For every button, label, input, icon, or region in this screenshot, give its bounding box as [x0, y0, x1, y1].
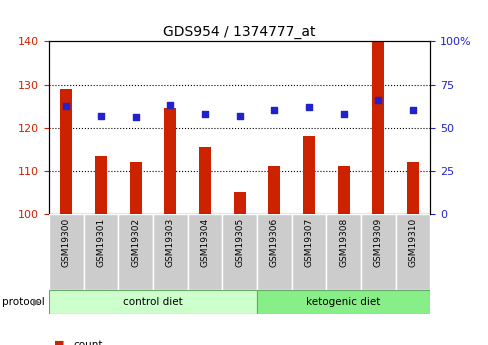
Bar: [406, 162, 418, 214]
Point: [270, 108, 278, 113]
Bar: [268, 166, 280, 214]
Text: GSM19301: GSM19301: [96, 218, 105, 267]
Bar: [164, 108, 176, 214]
Bar: [187, 214, 222, 290]
Bar: [233, 192, 245, 214]
Point: [201, 111, 208, 117]
Point: [408, 108, 416, 113]
Text: protocol: protocol: [2, 297, 45, 307]
Text: GSM19300: GSM19300: [61, 218, 71, 267]
Point: [305, 104, 312, 110]
Bar: [325, 214, 360, 290]
Text: ketogenic diet: ketogenic diet: [306, 297, 380, 307]
Point: [235, 114, 243, 119]
Bar: [291, 214, 325, 290]
Point: [339, 111, 347, 117]
Title: GDS954 / 1374777_at: GDS954 / 1374777_at: [163, 25, 315, 39]
Text: GSM19305: GSM19305: [235, 218, 244, 267]
Point: [374, 97, 382, 103]
Bar: [395, 214, 429, 290]
Text: GSM19308: GSM19308: [339, 218, 347, 267]
Bar: [49, 290, 256, 314]
Text: GSM19309: GSM19309: [373, 218, 382, 267]
Bar: [153, 214, 187, 290]
Bar: [83, 214, 118, 290]
Text: count: count: [73, 340, 102, 345]
Bar: [302, 136, 314, 214]
Bar: [129, 162, 142, 214]
Text: ▶: ▶: [33, 297, 40, 307]
Point: [62, 103, 70, 109]
Point: [131, 115, 139, 120]
Text: GSM19304: GSM19304: [200, 218, 209, 267]
Bar: [118, 214, 153, 290]
Text: ■: ■: [54, 340, 64, 345]
Text: control diet: control diet: [123, 297, 183, 307]
Bar: [337, 166, 349, 214]
Bar: [49, 214, 83, 290]
Text: GSM19303: GSM19303: [165, 218, 174, 267]
Bar: [199, 147, 211, 214]
Point: [97, 113, 104, 118]
Bar: [95, 156, 107, 214]
Bar: [360, 214, 395, 290]
Bar: [256, 290, 429, 314]
Point: [166, 102, 174, 108]
Bar: [371, 41, 384, 214]
Bar: [60, 89, 72, 214]
Text: GSM19306: GSM19306: [269, 218, 278, 267]
Bar: [256, 214, 291, 290]
Text: GSM19302: GSM19302: [131, 218, 140, 267]
Bar: [222, 214, 256, 290]
Text: GSM19307: GSM19307: [304, 218, 313, 267]
Text: GSM19310: GSM19310: [407, 218, 417, 267]
